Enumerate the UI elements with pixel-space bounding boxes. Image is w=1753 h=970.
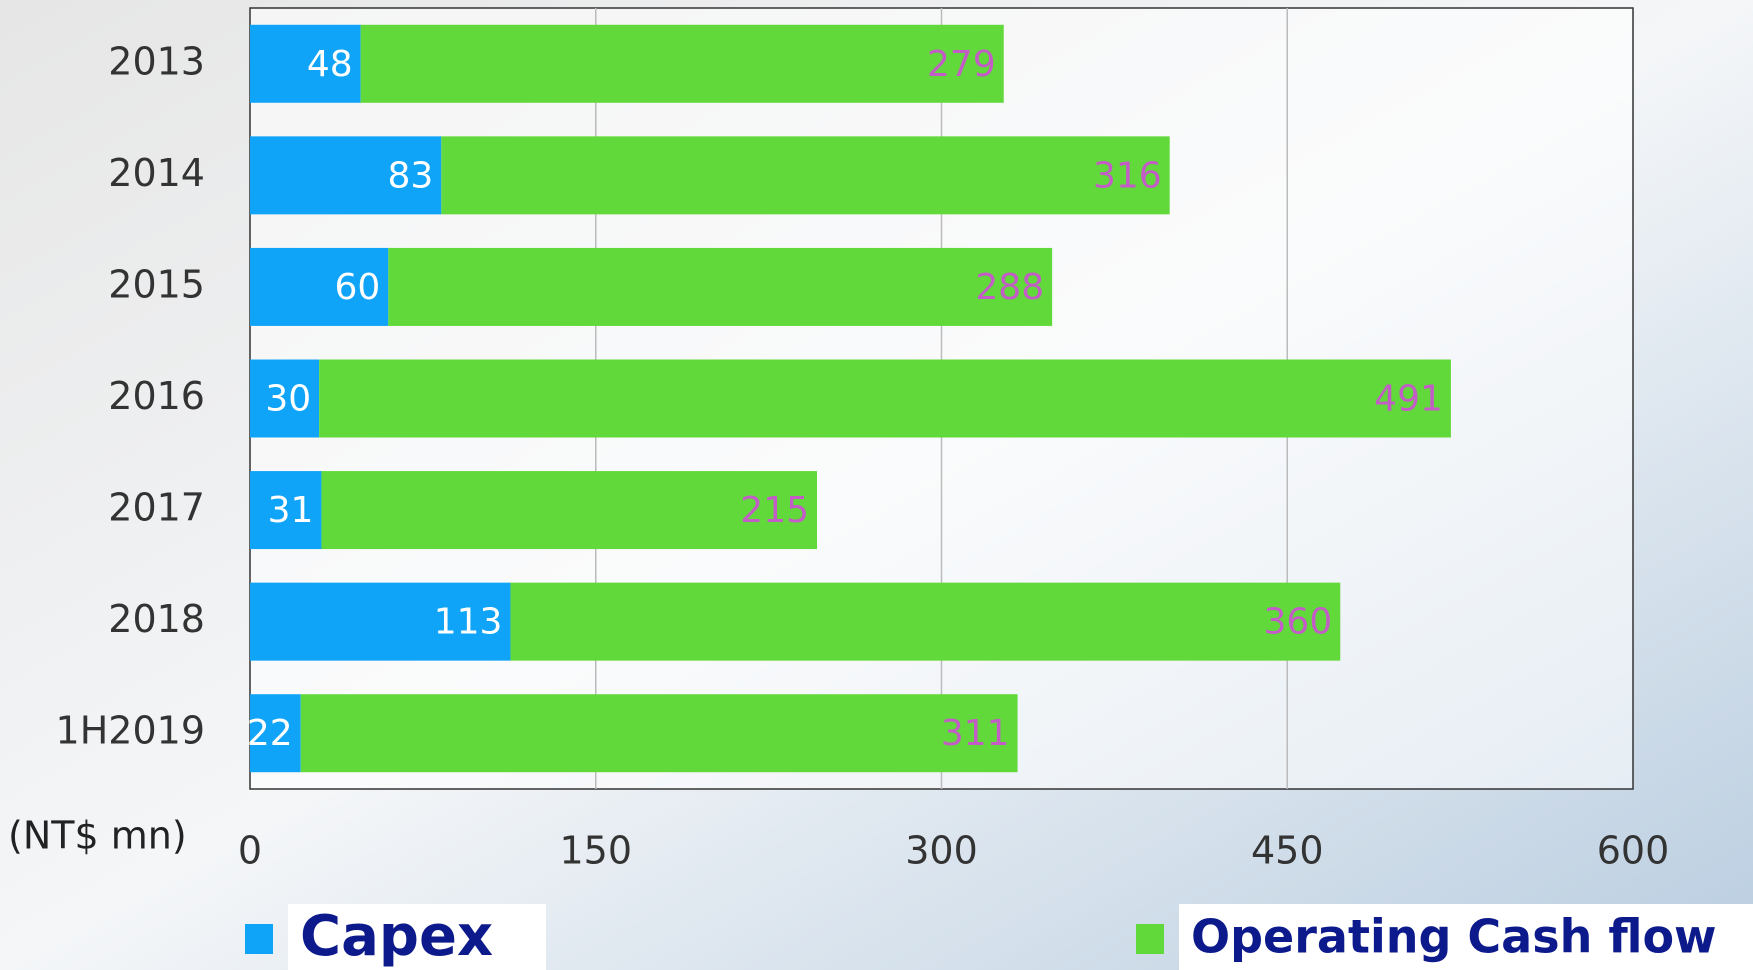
bar-segment (250, 24, 361, 103)
data-label: 113 (434, 602, 503, 643)
bar-segment (388, 247, 1053, 326)
data-label: 30 (265, 379, 311, 420)
y-tick-label: 1H2019 (56, 709, 205, 753)
y-tick-label: 2016 (108, 374, 205, 418)
bar-segment (250, 359, 320, 438)
bar-segment (250, 694, 301, 773)
data-label: 215 (740, 490, 809, 531)
data-label: 491 (1374, 379, 1443, 420)
legend-label: Operating Cash flow (1191, 910, 1717, 964)
bar-segment (510, 582, 1341, 661)
y-tick-label: 2015 (108, 262, 205, 306)
bar-segment (250, 582, 511, 661)
bar-segment (441, 136, 1170, 215)
data-label: 31 (268, 490, 314, 531)
y-tick-label: 2014 (108, 151, 205, 195)
data-label: 288 (975, 267, 1044, 308)
bar-segment (319, 359, 1451, 438)
x-tick-label: 0 (238, 829, 262, 873)
x-tick-label: 150 (559, 829, 632, 873)
data-label: 316 (1093, 155, 1162, 196)
bar-segment (250, 247, 389, 326)
bar-segment (250, 471, 322, 550)
axis-unit-label: (NT$ mn) (8, 814, 187, 858)
legend-box (288, 904, 546, 970)
data-label: 83 (388, 155, 434, 196)
data-label: 279 (927, 44, 996, 85)
data-label: 311 (941, 713, 1010, 754)
legend-label: Capex (300, 904, 493, 969)
data-label: 22 (247, 713, 293, 754)
x-tick-label: 600 (1597, 829, 1670, 873)
legend-box (1179, 904, 1753, 970)
data-label: 60 (334, 267, 380, 308)
bar-segment (250, 136, 442, 215)
bar-segment (300, 694, 1018, 773)
y-tick-label: 2018 (108, 597, 205, 641)
y-tick-label: 2017 (108, 486, 205, 530)
y-tick-label: 2013 (108, 39, 205, 83)
x-tick-label: 450 (1251, 829, 1324, 873)
bar-segment (321, 471, 818, 550)
legend-swatch (245, 924, 273, 954)
x-tick-label: 300 (905, 829, 978, 873)
legend-swatch (1136, 924, 1164, 954)
bar-segment (360, 24, 1004, 103)
data-label: 48 (307, 44, 353, 85)
data-label: 360 (1264, 602, 1333, 643)
